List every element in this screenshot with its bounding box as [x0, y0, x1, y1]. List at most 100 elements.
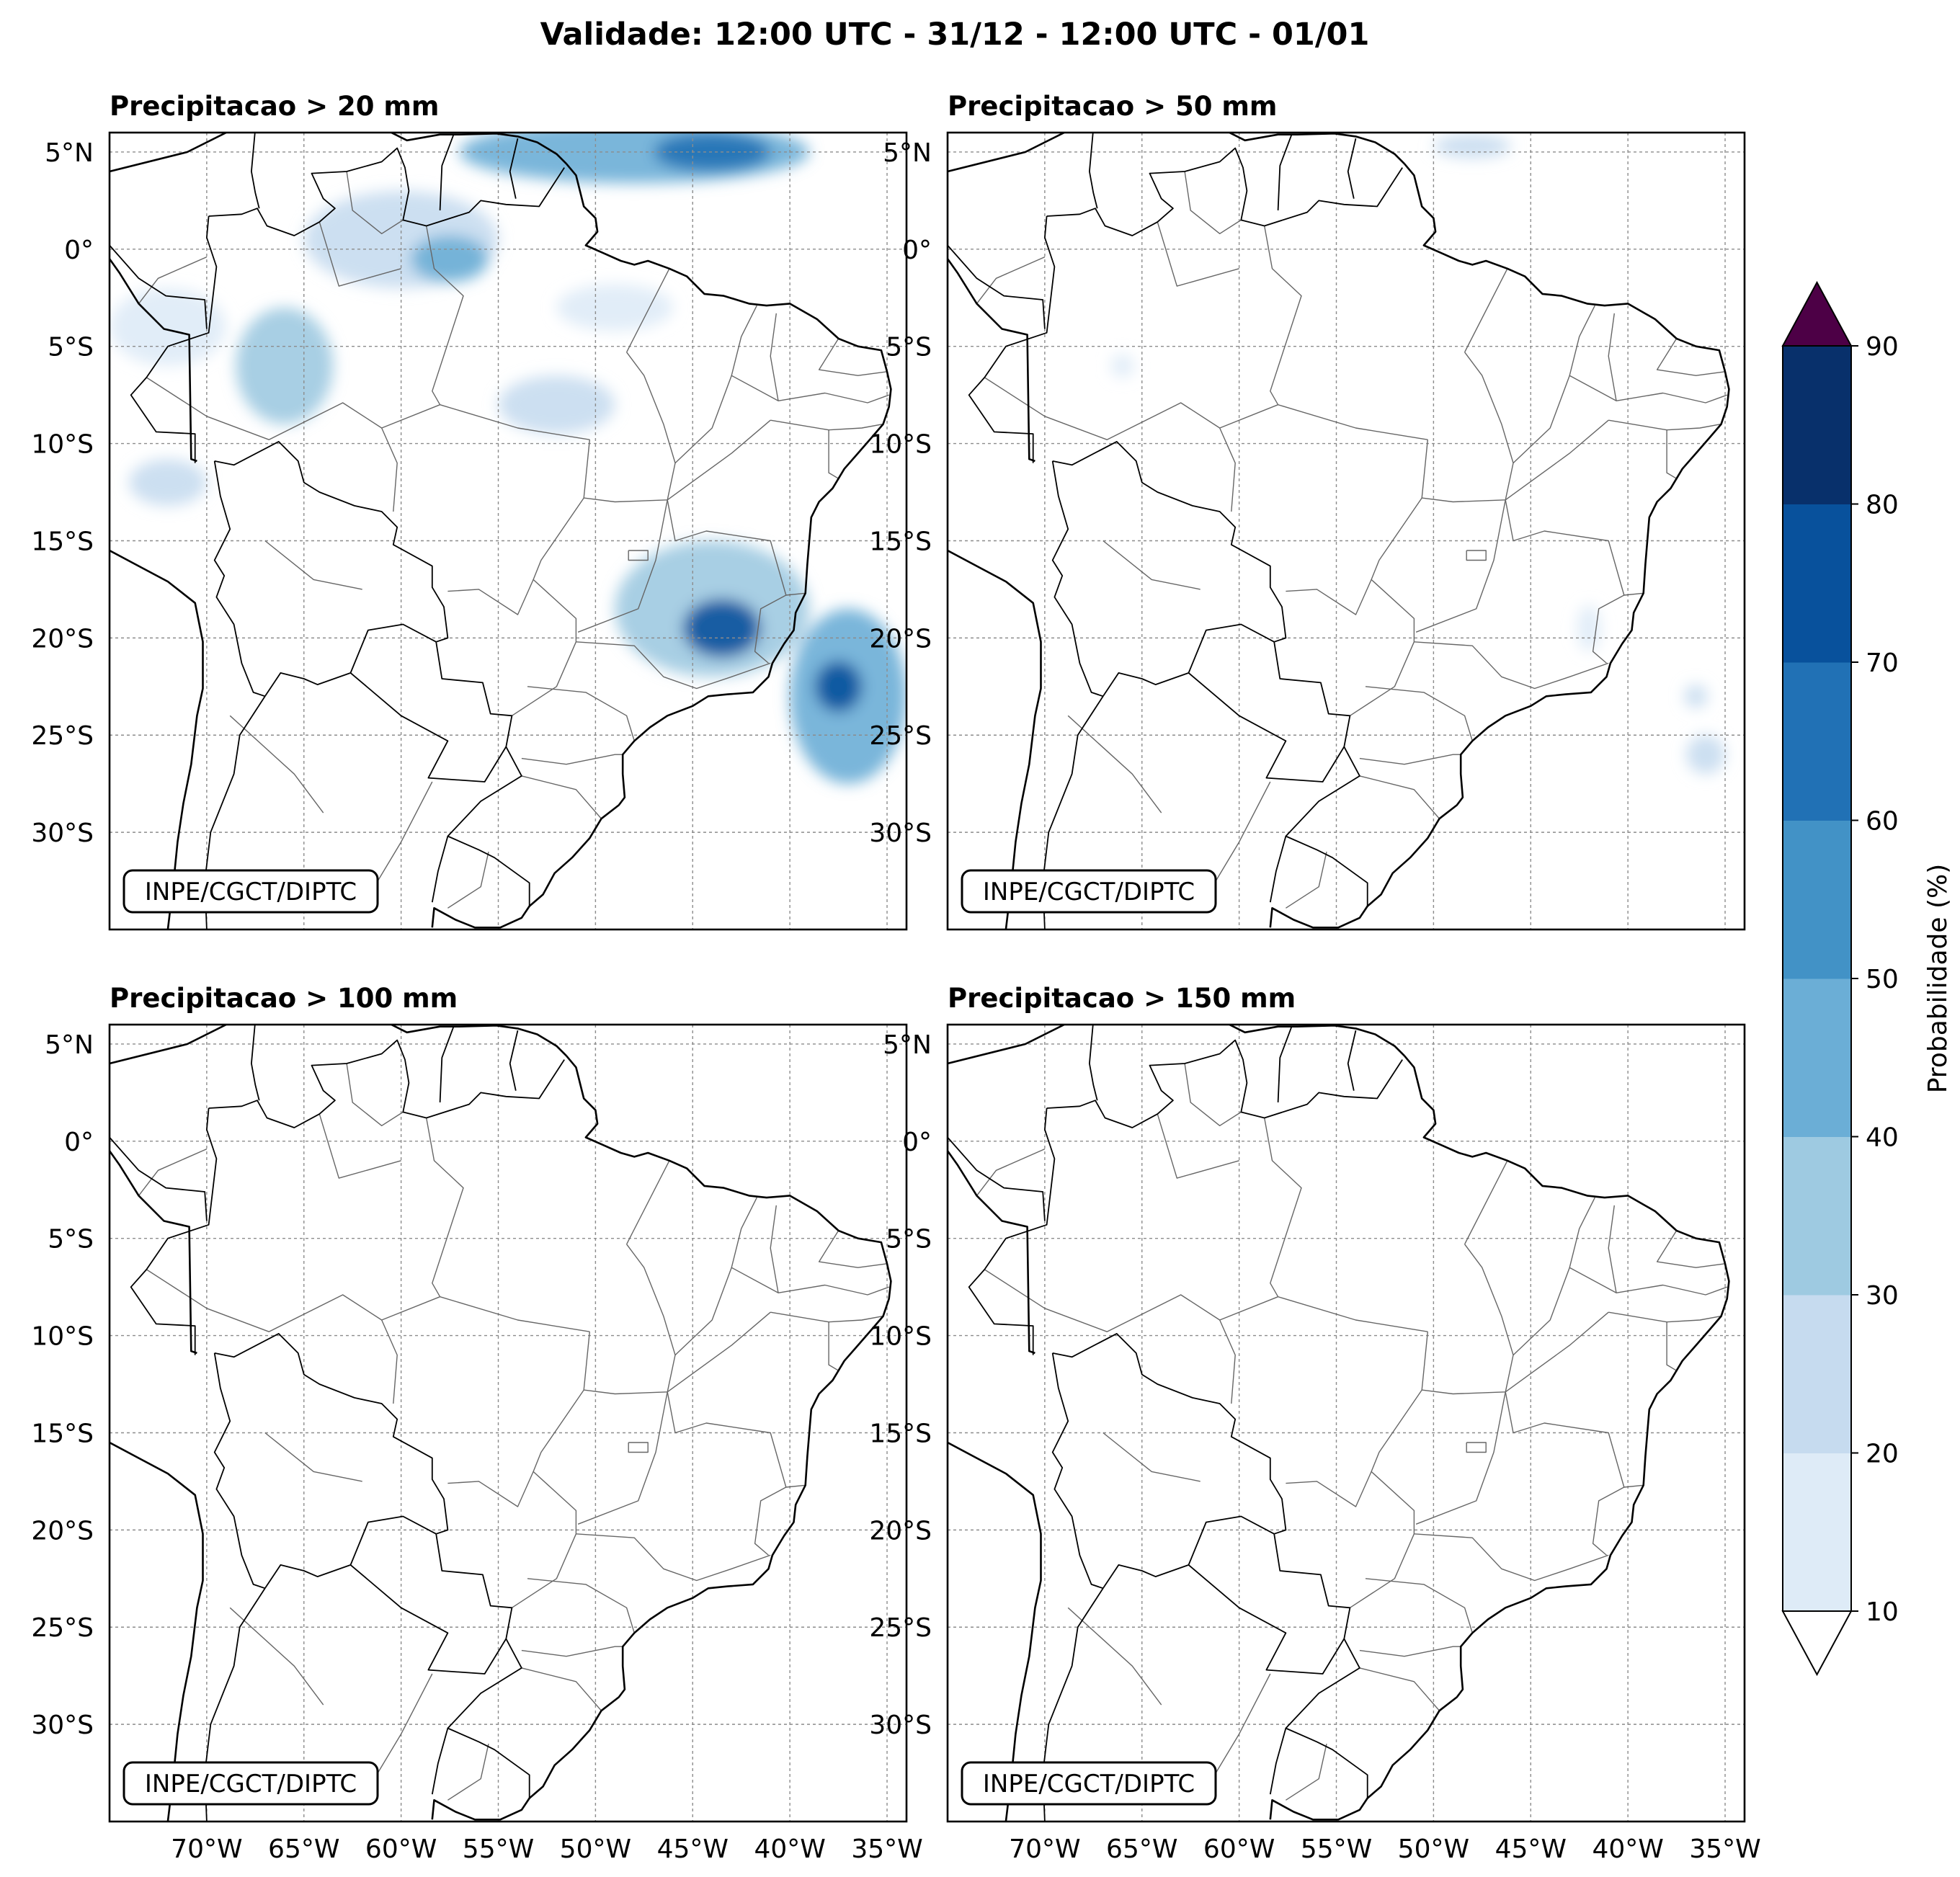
probability-field	[110, 133, 906, 784]
lat-tick-label: 0°	[902, 1128, 932, 1157]
probability-area	[815, 661, 862, 712]
colorbar-tick-label: 60	[1866, 807, 1899, 837]
colorbar-tick-label: 90	[1866, 332, 1899, 362]
lon-tick-label: 40°W	[1592, 1834, 1663, 1864]
lat-tick-label: 0°	[902, 236, 932, 265]
colorbar-extend-min	[1781, 1610, 1853, 1677]
lon-tick-label: 65°W	[268, 1834, 339, 1864]
lat-tick-label: 25°S	[869, 721, 932, 751]
panel-frame	[108, 1023, 908, 1823]
probability-area	[1684, 685, 1708, 708]
probability-area	[411, 235, 489, 282]
lat-tick-label: 5°N	[883, 1030, 932, 1060]
credit-text: INPE/CGCT/DIPTC	[145, 1770, 357, 1798]
lat-tick-label: 30°S	[869, 1711, 932, 1740]
lat-tick-label: 20°S	[869, 624, 932, 654]
lon-tick-label: 65°W	[1106, 1834, 1177, 1864]
credit-box: INPE/CGCT/DIPTC	[122, 869, 379, 914]
lat-tick-label: 20°S	[31, 624, 94, 654]
lon-tick-label: 50°W	[1398, 1834, 1469, 1864]
lat-tick-label: 30°S	[869, 819, 932, 848]
lat-tick-label: 10°S	[869, 430, 932, 460]
panel-title: Precipitacao > 100 mm	[110, 983, 458, 1014]
map-outlines	[948, 133, 1730, 929]
lon-tick-label: 35°W	[1689, 1834, 1760, 1864]
colorbar-tick-label: 10	[1866, 1597, 1899, 1627]
map-panel: Precipitacao > 50 mm 5°N 0° 5°S 10°S 15°S 20°S…	[869, 91, 1746, 931]
colorbar-tick-label: 70	[1866, 648, 1899, 678]
lat-tick-label: 15°S	[31, 1419, 94, 1448]
colorbar-extend-max	[1781, 280, 1853, 347]
colorbar-label: Probabilidade (%)	[1923, 864, 1953, 1094]
colorbar-segment	[1783, 346, 1851, 504]
lon-tick-label: 70°W	[171, 1834, 242, 1864]
colorbar-tick-label: 20	[1866, 1440, 1899, 1469]
lat-tick-label: 5°S	[886, 1225, 932, 1254]
colorbar-segment	[1783, 662, 1851, 821]
lat-tick-label: 5°N	[45, 1030, 94, 1060]
lat-tick-label: 30°S	[31, 1711, 94, 1740]
colorbar-segment	[1783, 504, 1851, 663]
map-panel: Precipitacao > 150 mm 5°N 0° 5°S 10°S 15°S 20°…	[869, 983, 1760, 1864]
lat-tick-label: 25°S	[31, 721, 94, 751]
panel-frame	[946, 131, 1746, 931]
probability-area	[110, 287, 226, 366]
lat-tick-label: 5°N	[883, 138, 932, 168]
colorbar-segment	[1783, 1136, 1851, 1296]
credit-box: INPE/CGCT/DIPTC	[961, 869, 1217, 914]
credit-box: INPE/CGCT/DIPTC	[122, 1761, 379, 1806]
lon-tick-label: 70°W	[1009, 1834, 1080, 1864]
colorbar-segment	[1783, 1295, 1851, 1453]
lat-tick-label: 0°	[64, 1128, 94, 1157]
probability-area	[654, 133, 771, 171]
lon-tick-label: 35°W	[851, 1834, 922, 1864]
lat-tick-label: 5°N	[45, 138, 94, 168]
probability-area	[556, 284, 674, 331]
probability-area	[1686, 735, 1726, 775]
lat-tick-label: 25°S	[869, 1613, 932, 1643]
lat-tick-label: 0°	[64, 236, 94, 265]
probability-area	[1577, 605, 1601, 652]
lat-tick-label: 25°S	[31, 1613, 94, 1643]
lat-tick-label: 10°S	[869, 1322, 932, 1352]
probability-area	[1110, 354, 1134, 378]
colorbar-segment	[1783, 978, 1851, 1137]
lat-tick-label: 5°S	[48, 1225, 94, 1254]
probability-area	[682, 599, 761, 658]
probability-area	[1433, 134, 1512, 159]
colorbar-tick-label: 30	[1866, 1281, 1899, 1311]
lat-tick-label: 5°S	[886, 333, 932, 362]
lat-tick-label: 15°S	[31, 527, 94, 556]
lon-tick-label: 55°W	[1301, 1834, 1372, 1864]
lon-tick-label: 55°W	[463, 1834, 534, 1864]
lat-tick-label: 20°S	[31, 1516, 94, 1546]
credit-text: INPE/CGCT/DIPTC	[145, 878, 357, 906]
figure-title: Validade: 12:00 UTC - 31/12 - 12:00 UTC …	[540, 17, 1370, 53]
lat-tick-label: 5°S	[48, 333, 94, 362]
colorbar: 10 20 30 40 50 60 70 80 90 Probabilidade (%)	[1781, 280, 1953, 1677]
gridlines	[948, 133, 1745, 929]
colorbar-segment	[1783, 1453, 1851, 1612]
panel-title: Precipitacao > 20 mm	[110, 91, 439, 122]
lon-tick-label: 45°W	[1495, 1834, 1567, 1864]
lat-tick-label: 15°S	[869, 1419, 932, 1448]
map-outlines	[948, 1025, 1730, 1822]
colorbar-segment	[1783, 820, 1851, 979]
lat-tick-label: 20°S	[869, 1516, 932, 1546]
map-panel: Precipitacao > 100 mm 5°N 0° 5°S 10°S 15°S 20°…	[31, 983, 922, 1864]
credit-box: INPE/CGCT/DIPTC	[961, 1761, 1217, 1806]
probability-area	[498, 375, 615, 434]
credit-text: INPE/CGCT/DIPTC	[983, 878, 1195, 906]
panel-title: Precipitacao > 50 mm	[948, 91, 1277, 122]
map-outlines	[110, 1025, 892, 1822]
lat-tick-label: 15°S	[869, 527, 932, 556]
lon-tick-label: 60°W	[1203, 1834, 1275, 1864]
colorbar-tick-label: 50	[1866, 965, 1899, 994]
panel-title: Precipitacao > 150 mm	[948, 983, 1296, 1014]
colorbar-tick-label: 80	[1866, 491, 1899, 520]
probability-field	[1110, 134, 1726, 775]
lon-tick-label: 50°W	[560, 1834, 631, 1864]
lat-tick-label: 10°S	[31, 430, 94, 460]
lat-tick-label: 30°S	[31, 819, 94, 848]
